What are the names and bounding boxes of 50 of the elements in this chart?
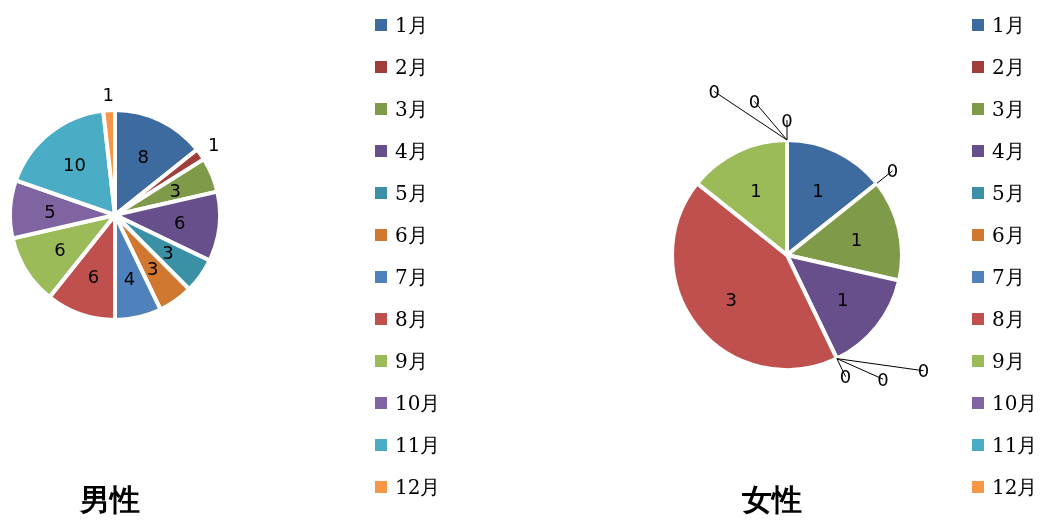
text: 0 <box>748 90 761 112</box>
data-label: 8 <box>137 145 149 167</box>
text: 0 <box>877 368 889 390</box>
data-label: 3 <box>725 288 737 310</box>
legend-label: 7月 <box>992 263 1025 291</box>
data-label: 6 <box>54 239 66 261</box>
text: 男性 <box>79 481 141 519</box>
data-label: 1 <box>750 180 762 202</box>
text: 0 <box>917 360 930 382</box>
data-label: 6 <box>173 211 186 233</box>
text: 0 <box>708 80 720 102</box>
legend-label: 4月 <box>992 137 1025 165</box>
legend-label: 1月 <box>992 11 1025 39</box>
data-label: 3 <box>146 257 159 279</box>
legend-label: 2月 <box>992 53 1025 81</box>
legend-label: 11月 <box>395 431 441 459</box>
legend-label: 6月 <box>395 221 428 249</box>
legend-label: 8月 <box>395 305 428 333</box>
legend-label: 11月 <box>992 431 1038 459</box>
legend-label: 3月 <box>992 95 1025 123</box>
legend-label: 5月 <box>992 179 1025 207</box>
legend-label: 3月 <box>395 95 428 123</box>
legend-label: 6月 <box>992 221 1025 249</box>
text: 女性 <box>741 481 803 519</box>
legend-label: 10月 <box>395 389 441 417</box>
data-label: 3 <box>162 242 174 264</box>
legend-label: 9月 <box>395 347 428 375</box>
data-label: 1 <box>837 288 849 310</box>
data-label: 4 <box>123 267 136 289</box>
data-label: 5 <box>44 200 56 222</box>
data-label: 1 <box>207 134 220 156</box>
text: 0 <box>839 366 852 388</box>
legend-label: 9月 <box>992 347 1025 375</box>
data-label: 1 <box>850 228 863 250</box>
legend-label: 2月 <box>395 53 428 81</box>
legend-label: 1月 <box>395 11 428 39</box>
text: 0 <box>886 160 899 182</box>
data-label: 1 <box>812 180 824 202</box>
legend-label: 5月 <box>395 179 428 207</box>
legend-label: 7月 <box>395 263 428 291</box>
text: 0 <box>781 109 793 131</box>
data-label: 6 <box>87 265 100 287</box>
legend-label: 10月 <box>992 389 1038 417</box>
legend-label: 8月 <box>992 305 1025 333</box>
data-label: 10 <box>62 153 86 175</box>
data-label: 3 <box>169 179 181 201</box>
data-label: 1 <box>102 83 114 105</box>
legend-label: 12月 <box>992 473 1038 501</box>
legend-label: 12月 <box>395 473 441 501</box>
legend-label: 4月 <box>395 137 428 165</box>
